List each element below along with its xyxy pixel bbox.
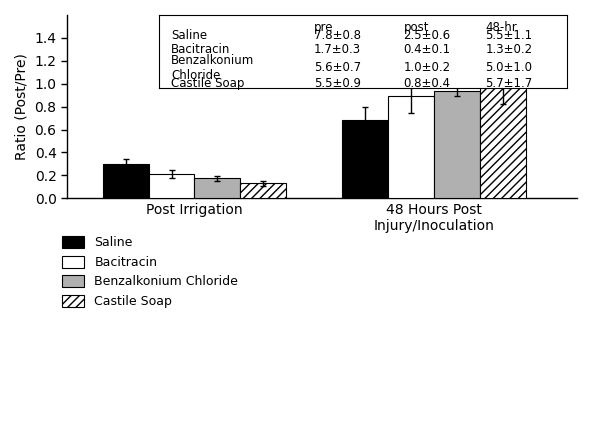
Bar [480,62,526,198]
Bar [388,96,434,198]
Bar [240,183,287,198]
Y-axis label: Ratio (Post/Pre): Ratio (Post/Pre) [15,53,29,160]
Bar [149,173,195,198]
Legend: Saline, Bacitracin, Benzalkonium Chloride, Castile Soap: Saline, Bacitracin, Benzalkonium Chlorid… [57,231,243,313]
Bar [195,178,240,198]
Bar [434,91,480,198]
Bar [102,165,149,198]
Bar [342,120,388,198]
